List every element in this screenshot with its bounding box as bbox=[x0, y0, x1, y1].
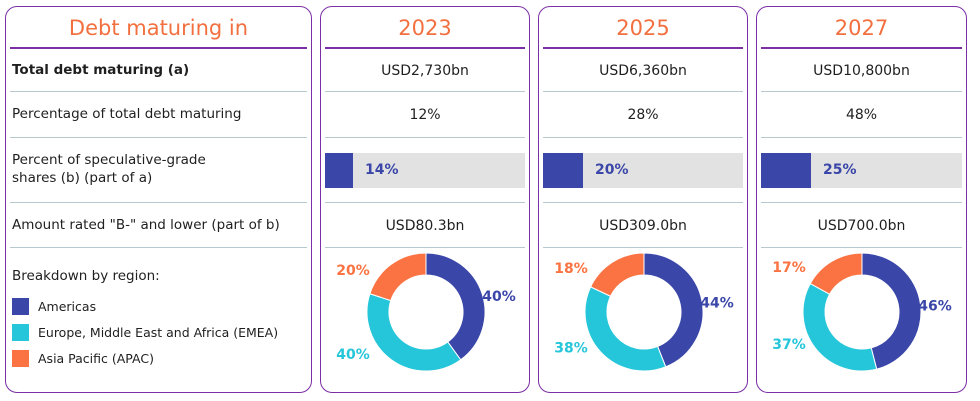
legend-item-apac: Asia Pacific (APAC) bbox=[12, 350, 154, 367]
spec-grade-bar bbox=[325, 153, 353, 188]
row-divider bbox=[543, 202, 743, 203]
row-divider bbox=[10, 202, 307, 203]
row-divider bbox=[761, 91, 962, 92]
donut-data-label: 40% bbox=[336, 347, 370, 363]
row-divider bbox=[543, 247, 743, 248]
year-card-2027: 2027 USD10,800bn 48% 25% USD700.0bn 46% 3… bbox=[756, 6, 967, 393]
spec-grade-bar-label: 14% bbox=[365, 162, 399, 178]
spec-grade-bar-track: 20% bbox=[543, 153, 743, 188]
donut-data-label: 46% bbox=[918, 298, 952, 314]
year-header: 2025 bbox=[616, 15, 670, 40]
row-labels-card: Debt maturing in Total debt maturing (a)… bbox=[5, 6, 312, 393]
total-debt-value: USD10,800bn bbox=[813, 63, 910, 79]
pct-total-value: 48% bbox=[845, 107, 878, 123]
labels-header: Debt maturing in bbox=[68, 15, 249, 40]
total-debt-value: USD2,730bn bbox=[381, 63, 469, 79]
donut-data-label: 18% bbox=[554, 261, 588, 277]
year-card-2025: 2025 USD6,360bn 28% 20% USD309.0bn 44% 38… bbox=[538, 6, 748, 393]
donut-slice bbox=[366, 293, 462, 372]
region-donut-chart: 44% 38% 18% bbox=[554, 253, 734, 372]
row-divider bbox=[325, 247, 525, 248]
low-rated-value: USD80.3bn bbox=[385, 218, 465, 234]
donut-slice bbox=[589, 253, 645, 297]
spec-grade-bar-track: 25% bbox=[761, 153, 962, 188]
legend-item-emea: Europe, Middle East and Africa (EMEA) bbox=[12, 324, 278, 341]
donut-slice bbox=[643, 253, 704, 368]
row-divider bbox=[10, 137, 307, 138]
header-rule bbox=[325, 47, 525, 49]
legend-swatch bbox=[12, 324, 29, 341]
spec-grade-bar-label: 20% bbox=[595, 162, 629, 178]
region-donut-chart: 40% 40% 20% bbox=[336, 253, 516, 372]
pct-total-value: 28% bbox=[627, 107, 659, 123]
row-divider bbox=[543, 137, 743, 138]
spec-grade-bar-track: 14% bbox=[325, 153, 525, 188]
legend-label: Asia Pacific (APAC) bbox=[38, 351, 154, 366]
legend-swatch bbox=[12, 298, 29, 315]
header-rule bbox=[761, 47, 962, 49]
header-rule bbox=[543, 47, 743, 49]
spec-grade-bar bbox=[761, 153, 811, 188]
donut-data-label: 17% bbox=[772, 260, 806, 276]
total-debt-value: USD6,360bn bbox=[599, 63, 687, 79]
pct-total-value: 12% bbox=[409, 107, 441, 123]
donut-slice bbox=[584, 286, 667, 372]
year-header: 2023 bbox=[398, 15, 452, 40]
year-header: 2027 bbox=[834, 15, 889, 40]
donut-data-label: 37% bbox=[772, 337, 806, 353]
low-rated-value: USD309.0bn bbox=[599, 218, 687, 234]
donut-slice bbox=[802, 282, 878, 372]
row-divider bbox=[325, 91, 525, 92]
spec-grade-bar-label: 25% bbox=[823, 162, 857, 178]
row-label-low-rated: Amount rated "B-" and lower (part of b) bbox=[12, 217, 280, 233]
year-card-2023: 2023 USD2,730bn 12% 14% USD80.3bn 40% 40%… bbox=[320, 6, 530, 393]
donut-data-label: 40% bbox=[482, 289, 516, 305]
donut-slice bbox=[861, 253, 922, 370]
row-divider bbox=[325, 202, 525, 203]
donut-slice bbox=[369, 253, 427, 302]
low-rated-value: USD700.0bn bbox=[817, 218, 906, 234]
row-label-spec-line2: shares (b) (part of a) bbox=[12, 170, 153, 186]
donut-slice bbox=[809, 253, 863, 295]
legend-label: Europe, Middle East and Africa (EMEA) bbox=[38, 325, 279, 340]
row-label-breakdown: Breakdown by region: bbox=[12, 268, 160, 284]
row-divider bbox=[10, 247, 307, 248]
region-donut-chart: 46% 37% 17% bbox=[772, 253, 952, 372]
donut-data-label: 44% bbox=[700, 295, 734, 311]
donut-slice bbox=[425, 253, 486, 361]
row-divider bbox=[10, 91, 307, 92]
legend-item-americas: Americas bbox=[12, 298, 96, 315]
row-divider bbox=[761, 202, 962, 203]
row-divider bbox=[325, 137, 525, 138]
row-label-spec-line1: Percent of speculative-grade bbox=[12, 152, 206, 168]
row-label-pct-total: Percentage of total debt maturing bbox=[12, 106, 242, 122]
spec-grade-bar bbox=[543, 153, 583, 188]
row-label-total: Total debt maturing (a) bbox=[12, 62, 190, 78]
row-divider bbox=[761, 137, 962, 138]
donut-data-label: 20% bbox=[336, 263, 370, 279]
legend-label: Americas bbox=[38, 299, 97, 314]
donut-data-label: 38% bbox=[554, 341, 588, 357]
header-rule bbox=[10, 47, 307, 49]
legend-swatch bbox=[12, 350, 29, 367]
row-divider bbox=[761, 247, 962, 248]
row-divider bbox=[543, 91, 743, 92]
